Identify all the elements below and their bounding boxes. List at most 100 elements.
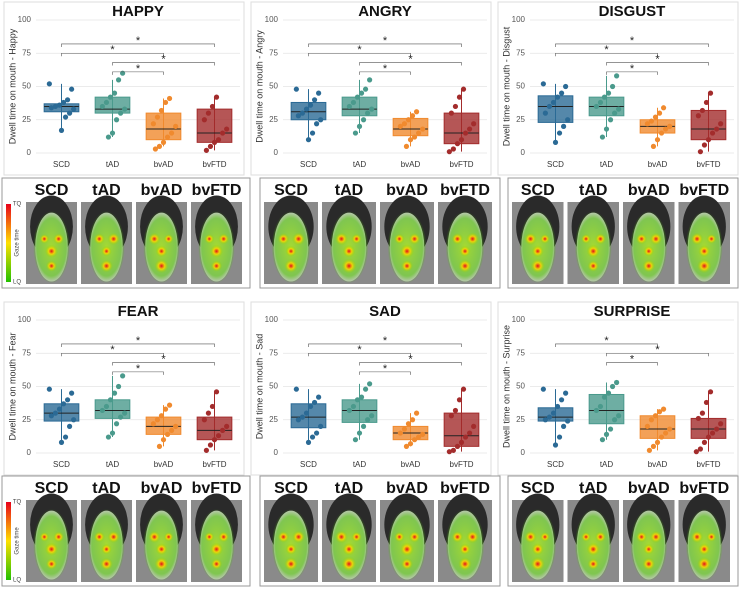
data-point xyxy=(115,77,122,83)
data-point xyxy=(552,139,559,145)
data-point xyxy=(60,401,67,407)
data-point xyxy=(120,373,126,379)
x-tick-label: tAD xyxy=(353,160,367,169)
y-tick-label: 50 xyxy=(22,82,31,91)
y-tick-label: 100 xyxy=(18,15,32,24)
heat-spot xyxy=(540,233,550,244)
heat-spot xyxy=(587,260,600,272)
data-point xyxy=(158,413,165,419)
y-tick-label: 25 xyxy=(22,115,31,124)
y-axis-label: Dwell time on mouth - Angry xyxy=(254,30,264,143)
data-point xyxy=(450,447,457,453)
chart-title: DISGUST xyxy=(599,3,666,20)
heat-spot xyxy=(458,259,472,273)
data-point xyxy=(209,103,216,110)
significance-bracket xyxy=(555,43,709,47)
heat-spot xyxy=(100,557,113,571)
significance-label: * xyxy=(630,353,635,365)
data-point xyxy=(56,102,63,108)
box xyxy=(443,412,480,447)
data-point xyxy=(346,407,352,414)
data-point xyxy=(652,114,659,120)
data-point xyxy=(156,143,163,149)
data-point xyxy=(693,449,699,455)
x-tick-label: bvFTD xyxy=(697,460,721,469)
heat-spot xyxy=(586,542,600,556)
chart-title: HAPPY xyxy=(112,3,164,20)
data-point xyxy=(303,106,310,112)
data-point xyxy=(403,443,410,449)
group-label: tAD xyxy=(335,480,363,497)
data-point xyxy=(354,94,361,100)
y-tick-label: 25 xyxy=(269,415,278,424)
plot-frame xyxy=(497,301,739,476)
heat-spot xyxy=(649,530,663,544)
significance-bracket xyxy=(606,352,709,357)
significance-bracket xyxy=(555,343,658,347)
data-point xyxy=(397,123,403,129)
data-point xyxy=(313,121,320,127)
significance-bracket xyxy=(359,362,462,366)
data-point xyxy=(407,441,414,447)
data-point xyxy=(667,123,673,129)
heat-spot xyxy=(218,233,230,245)
data-point xyxy=(295,417,301,423)
significance-bracket xyxy=(359,62,462,66)
x-tick-label: tAD xyxy=(353,460,367,469)
heat-spot xyxy=(530,258,545,274)
heat-spot xyxy=(155,245,168,258)
data-point xyxy=(565,117,571,123)
heat-spot xyxy=(155,543,168,556)
data-point xyxy=(117,110,124,116)
heat-spot xyxy=(530,556,545,572)
significance-label: * xyxy=(136,35,141,47)
data-point xyxy=(354,397,361,403)
group-label: tAD xyxy=(92,480,120,497)
data-point xyxy=(616,413,622,419)
data-point xyxy=(58,439,65,445)
data-point xyxy=(648,118,655,124)
significance-label: * xyxy=(604,335,609,347)
data-point xyxy=(550,99,557,106)
heat-spot xyxy=(154,258,169,274)
significance-bracket xyxy=(606,62,709,66)
significance-bracket xyxy=(112,71,164,75)
data-point xyxy=(703,99,710,106)
data-point xyxy=(369,413,375,419)
heat-spot xyxy=(53,531,65,543)
heat-spot xyxy=(107,530,120,544)
significance-label: * xyxy=(110,344,115,356)
heat-spot xyxy=(643,543,655,555)
group-label: bvAD xyxy=(628,480,670,497)
data-point xyxy=(697,149,704,155)
data-point xyxy=(160,139,167,145)
data-point xyxy=(593,407,599,414)
x-tick-label: tAD xyxy=(106,160,120,169)
data-point xyxy=(369,106,375,112)
data-point xyxy=(203,447,210,453)
data-point xyxy=(462,130,469,136)
data-point xyxy=(599,437,606,443)
data-point xyxy=(103,99,110,106)
data-point xyxy=(667,426,673,432)
x-tick-label: SCD xyxy=(53,460,70,469)
data-point xyxy=(168,130,175,136)
data-point xyxy=(164,431,171,437)
data-point xyxy=(662,126,669,132)
data-point xyxy=(705,137,712,143)
data-point xyxy=(695,415,701,422)
data-point xyxy=(614,379,620,386)
x-tick-label: bvFTD xyxy=(697,160,721,169)
group-label: tAD xyxy=(92,182,120,199)
heat-spot xyxy=(284,557,298,571)
data-point xyxy=(597,99,604,106)
significance-label: * xyxy=(655,344,660,356)
heat-spot xyxy=(466,232,480,246)
group-label: SCD xyxy=(35,480,69,497)
data-point xyxy=(614,73,620,79)
data-point xyxy=(173,123,179,129)
data-point xyxy=(207,442,214,448)
plot-frame xyxy=(3,301,245,476)
y-tick-label: 0 xyxy=(521,448,526,457)
data-point xyxy=(563,83,569,90)
